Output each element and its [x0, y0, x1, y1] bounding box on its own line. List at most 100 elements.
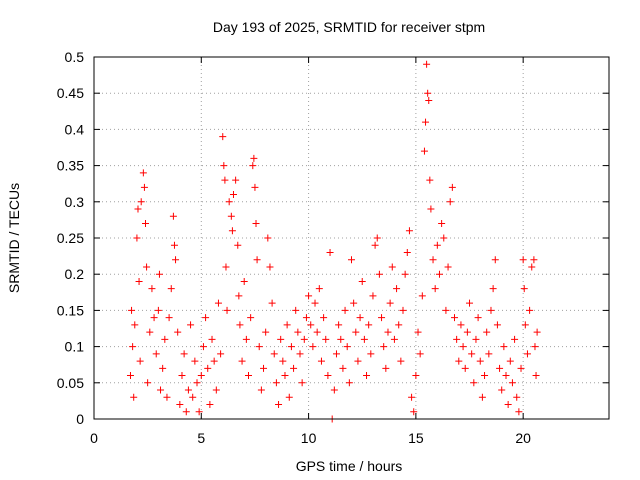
data-point — [129, 343, 137, 351]
data-point — [294, 328, 302, 336]
data-point — [126, 372, 134, 380]
data-point — [180, 350, 188, 358]
data-point — [287, 343, 295, 351]
data-point — [285, 393, 293, 401]
data-point — [281, 372, 289, 380]
data-point — [210, 357, 218, 365]
y-tick-label: 0 — [76, 411, 84, 427]
data-point — [388, 263, 396, 271]
data-point — [517, 364, 525, 372]
data-point — [365, 321, 373, 329]
data-point — [330, 386, 338, 394]
y-tick-label: 0.25 — [57, 230, 84, 246]
data-point — [283, 321, 291, 329]
data-point — [356, 314, 364, 322]
data-point — [260, 364, 268, 372]
data-point — [167, 285, 175, 293]
data-point — [461, 364, 469, 372]
data-point — [165, 314, 173, 322]
data-points — [126, 60, 541, 423]
plot-frame — [93, 56, 610, 420]
data-point — [523, 350, 531, 358]
data-point — [397, 357, 405, 365]
data-point — [431, 285, 439, 293]
data-point — [457, 321, 465, 329]
data-point — [380, 343, 388, 351]
data-point — [451, 314, 458, 322]
data-point — [154, 306, 162, 314]
data-point — [172, 256, 180, 264]
data-point — [337, 335, 345, 343]
data-point — [502, 372, 510, 380]
data-point — [227, 212, 235, 220]
data-point — [144, 379, 152, 387]
data-point — [307, 321, 315, 329]
data-point — [208, 335, 216, 343]
y-tick-label: 0.1 — [65, 339, 85, 355]
data-point — [401, 270, 409, 278]
data-point — [240, 277, 248, 285]
data-point — [532, 372, 540, 380]
x-tick-label: 15 — [408, 430, 424, 446]
data-point — [178, 372, 186, 380]
data-point — [206, 401, 214, 409]
data-point — [487, 306, 495, 314]
y-tick-label: 0.35 — [57, 158, 84, 174]
data-point — [320, 314, 328, 322]
y-axis-ticks: 0 0.05 0.1 0.15 0.2 0.25 0.3 0.35 0.4 0.45 0.5 — [57, 49, 609, 427]
data-point — [414, 328, 422, 336]
data-point — [225, 198, 233, 206]
data-point — [506, 357, 514, 365]
data-point — [302, 314, 310, 322]
data-point — [300, 335, 308, 343]
data-point — [290, 364, 298, 372]
data-point — [232, 176, 240, 184]
data-point — [272, 379, 280, 387]
data-point — [266, 263, 274, 271]
data-point — [311, 299, 319, 307]
data-point — [511, 335, 519, 343]
data-point — [309, 343, 317, 351]
data-point — [148, 285, 156, 293]
data-point — [136, 357, 144, 365]
data-point — [520, 285, 528, 293]
data-point — [228, 227, 236, 235]
data-point — [152, 350, 160, 358]
data-point — [435, 270, 443, 278]
data-point — [155, 270, 163, 278]
data-point — [504, 401, 512, 409]
data-point — [416, 350, 424, 358]
data-point — [371, 241, 379, 249]
data-point — [367, 350, 375, 358]
data-point — [184, 386, 192, 394]
data-point — [408, 393, 416, 401]
data-point — [262, 328, 270, 336]
data-point — [453, 335, 461, 343]
data-point — [373, 234, 381, 242]
data-point — [163, 393, 171, 401]
data-point — [531, 343, 539, 351]
data-point — [214, 299, 222, 307]
data-point — [195, 408, 203, 416]
data-point — [339, 364, 347, 372]
data-point — [247, 314, 255, 322]
data-point — [442, 306, 450, 314]
data-point — [526, 306, 534, 314]
data-point — [352, 328, 360, 336]
data-point — [134, 205, 142, 213]
grid-lines — [94, 57, 609, 419]
data-point — [298, 379, 306, 387]
data-point — [313, 328, 321, 336]
data-point — [264, 234, 272, 242]
data-point — [498, 386, 506, 394]
data-point — [429, 256, 437, 264]
y-tick-label: 0.3 — [65, 194, 85, 210]
x-axis-ticks: 0 5 10 15 20 — [90, 57, 531, 446]
data-point — [403, 248, 411, 256]
data-point — [348, 256, 355, 264]
data-point — [358, 277, 366, 285]
data-point — [350, 299, 358, 307]
data-point — [235, 292, 243, 300]
data-point — [448, 183, 456, 191]
